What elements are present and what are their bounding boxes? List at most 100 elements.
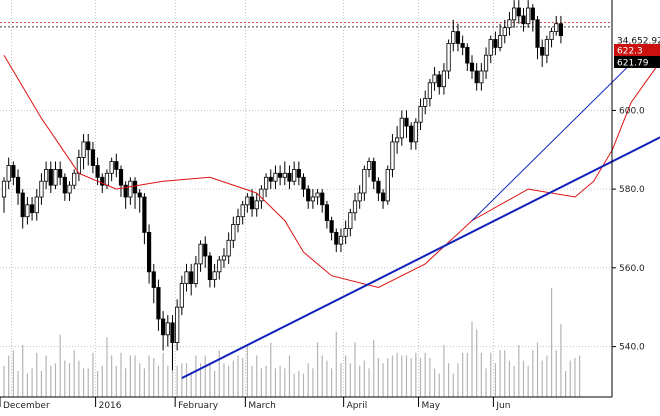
candle-down (409, 125, 414, 143)
candle-up (544, 39, 549, 56)
candle-down (465, 47, 470, 64)
volume-bar (387, 358, 389, 397)
candle-up (423, 98, 428, 107)
candle-down (203, 243, 208, 257)
volume-bar (199, 363, 202, 397)
candle-up (44, 168, 49, 182)
candle-down (11, 165, 16, 178)
volume-bar (274, 368, 277, 397)
price-tag-label: 622.3 (617, 47, 643, 57)
candle-down (132, 180, 138, 194)
volume-bar (115, 365, 117, 397)
volume-bar (302, 373, 305, 397)
candle-up (338, 235, 344, 245)
candle-up (193, 263, 198, 284)
candle-up (254, 200, 259, 210)
candle-down (301, 176, 306, 190)
candle-up (292, 168, 297, 182)
candle-up (25, 204, 30, 218)
candle-down (137, 192, 142, 198)
candle-down (437, 74, 442, 88)
volume-bar (143, 368, 145, 397)
volume-bar (256, 355, 258, 397)
volume-bar (316, 342, 319, 397)
candle-up (240, 204, 245, 218)
volume-bar (494, 363, 496, 397)
volume-bar (45, 355, 47, 397)
volume-bar (73, 350, 75, 397)
volume-bar (87, 368, 89, 397)
volume-bar (260, 368, 262, 397)
volume-bar (569, 360, 571, 397)
volume-bar (223, 363, 225, 397)
candle-up (81, 141, 86, 158)
volume-bar (396, 352, 398, 397)
candle-up (282, 172, 287, 178)
price-axis: 540.0 560.0 580.0 600.0 (612, 106, 645, 353)
candle-down (455, 31, 461, 44)
candle-up (502, 27, 507, 37)
volume-bar (209, 363, 211, 397)
volume-bar (480, 352, 482, 397)
candle-up (6, 165, 11, 182)
candle-down (95, 165, 100, 178)
candle-up (441, 70, 447, 88)
volume-bar (82, 368, 85, 397)
candle-down (278, 172, 283, 178)
volume-bar (40, 371, 43, 397)
volume-bar (162, 352, 164, 397)
x-tick-label: February (178, 401, 219, 411)
time-axis: December 2016 February March April May Jun (0, 397, 510, 411)
candle-up (67, 184, 72, 194)
x-tick-label: March (248, 401, 275, 411)
candle-down (521, 15, 526, 25)
volume-bar (340, 363, 342, 397)
candle-down (380, 192, 386, 202)
volume-bar (574, 358, 576, 397)
y-tick-label: 560.0 (619, 264, 645, 274)
volume-bar (466, 352, 468, 397)
volume-bar (462, 352, 464, 397)
candle-down (469, 62, 475, 72)
candle-up (175, 306, 180, 344)
volume-bar (190, 373, 192, 397)
candle-up (395, 137, 400, 143)
volume-bar (270, 342, 272, 397)
volume-bar (64, 360, 66, 397)
volume-bar (345, 355, 347, 397)
candle-up (212, 271, 217, 280)
volume-bar (129, 355, 131, 397)
candle-up (109, 161, 114, 174)
candle-down (151, 271, 156, 288)
candle-down (376, 180, 381, 194)
moving-average-line (3, 54, 660, 289)
volume-bar (326, 360, 328, 397)
volume-bar (59, 334, 61, 397)
price-tag-label: 34,652.92 (617, 37, 660, 47)
candle-up (179, 283, 184, 308)
volume-bar (555, 350, 557, 397)
y-tick-label: 540.0 (619, 343, 645, 353)
volume-bar (415, 352, 417, 397)
volume-bar (265, 365, 267, 397)
candle-up (221, 255, 227, 261)
volume-bar (12, 350, 14, 397)
candle-up (39, 180, 44, 198)
candle-up (348, 212, 353, 229)
candle-down (306, 188, 311, 202)
volume-bar (485, 368, 487, 397)
volume-bar (185, 363, 188, 397)
candle-down (48, 168, 53, 186)
candle-down (334, 231, 339, 245)
volume-bar (134, 355, 136, 397)
volume-bar (242, 358, 244, 397)
volume-bar (246, 345, 248, 397)
x-tick-label: May (422, 401, 441, 411)
candle-down (161, 318, 166, 336)
candle-up (549, 31, 554, 40)
volume-bar (125, 368, 127, 397)
price-tag-label: 621.79 (617, 59, 649, 69)
